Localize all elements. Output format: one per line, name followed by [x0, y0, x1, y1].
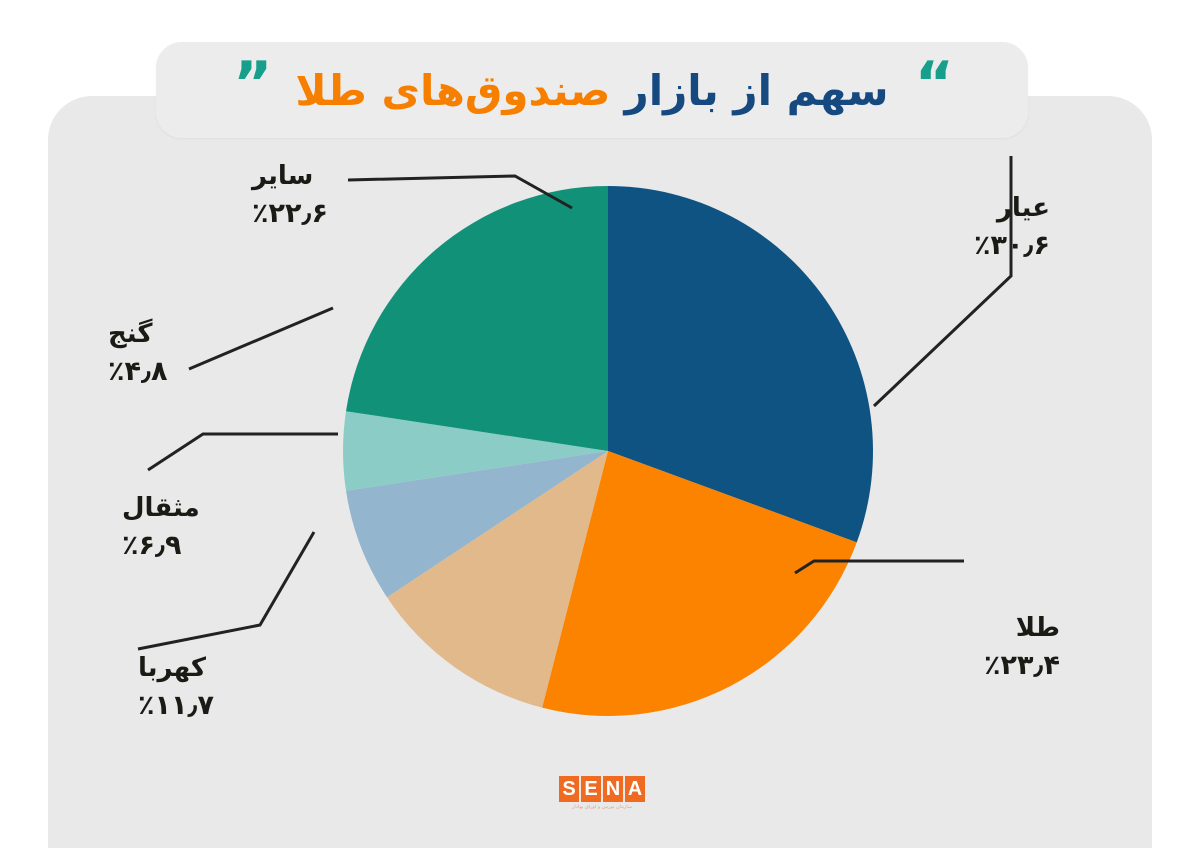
leader-line-mesghal — [147, 432, 338, 472]
callout-mesghal-name: مثقال — [122, 493, 200, 523]
pie-slice — [346, 186, 608, 451]
sena-logo-letter: S — [559, 776, 579, 802]
pie-slice — [343, 411, 608, 491]
callout-kahroba-value: ٪۱۱٫۷ — [138, 690, 215, 722]
sena-logo-letter: E — [581, 776, 601, 802]
callout-ayar-value: ٪۳۰٫۶ — [973, 230, 1050, 262]
title-banner: “ سهم از بازار صندوق‌های طلا ” — [156, 42, 1028, 138]
sena-logo-letter: A — [625, 776, 645, 802]
callout-kahroba-name: کهربا — [138, 653, 206, 683]
callout-ganj: گنج ٪۴٫۸ — [108, 318, 168, 390]
pie-chart-svg — [137, 156, 1013, 716]
page-title: سهم از بازار صندوق‌های طلا — [295, 65, 890, 115]
page-title-part-1: سهم از بازار — [624, 65, 890, 115]
pie-chart-area: عیار ٪۳۰٫۶ طلا ٪۲۳٫۴ کهربا ٪۱۱٫۷ مثقال ٪… — [48, 96, 1152, 848]
callout-tala-name: طلا — [1015, 613, 1060, 643]
sena-logo-letter: N — [603, 776, 623, 802]
callout-mesghal: مثقال ٪۶٫۹ — [122, 492, 200, 564]
callout-sayer: سایر ٪۲۲٫۶ — [252, 160, 328, 232]
callout-mesghal-value: ٪۶٫۹ — [122, 530, 182, 562]
callout-sayer-value: ٪۲۲٫۶ — [252, 198, 329, 230]
callout-ayar-name: عیار — [996, 193, 1050, 223]
pie-slice — [542, 451, 857, 716]
pie-slice — [386, 451, 608, 708]
leader-lines — [137, 156, 1013, 651]
pie-slice — [608, 186, 873, 543]
leader-line-ayar — [872, 156, 1013, 408]
leader-line-ganj — [188, 306, 334, 371]
callout-ganj-name: گنج — [108, 319, 153, 349]
callout-kahroba: کهربا ٪۱۱٫۷ — [138, 652, 214, 724]
callout-tala-value: ٪۲۳٫۴ — [983, 650, 1060, 682]
sena-logo-subtitle: سازمان بورس و اوراق بهادار — [572, 804, 633, 810]
pie-slice — [346, 451, 608, 598]
leader-line-tala — [794, 559, 964, 575]
callout-sayer-name: سایر — [252, 161, 314, 191]
callout-ayar: عیار ٪۳۰٫۶ — [974, 192, 1050, 264]
pie-slices — [343, 186, 873, 716]
callout-ganj-value: ٪۴٫۸ — [108, 356, 168, 388]
callout-tala: طلا ٪۲۳٫۴ — [984, 612, 1060, 684]
page-title-part-2: صندوق‌های طلا — [295, 65, 611, 115]
leader-line-sayer — [347, 174, 573, 210]
leader-line-kahroba — [137, 531, 316, 651]
